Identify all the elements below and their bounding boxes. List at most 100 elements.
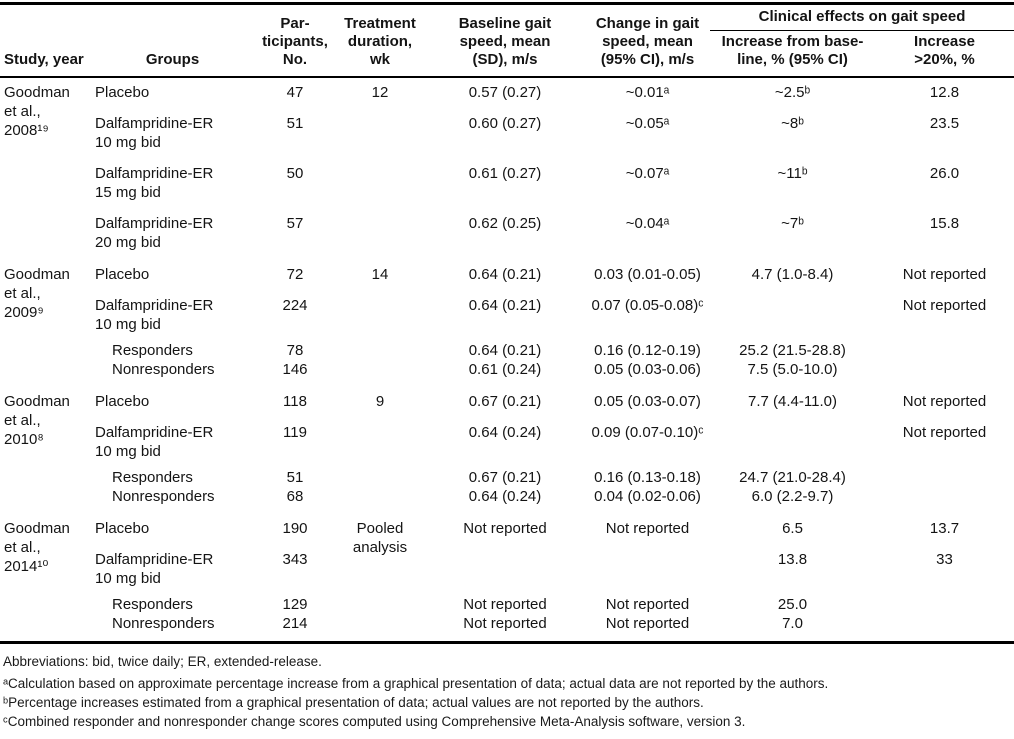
inc-cell: ~2.5ᵇ xyxy=(774,84,811,101)
n-cell: 343 xyxy=(282,551,308,568)
n-cell: 224 xyxy=(282,297,308,314)
table-row: Responders 129 Not reported Not reported 25.… xyxy=(0,595,1014,614)
inc20-cell xyxy=(875,614,1014,643)
table-row: Dalfampridine-ER 10 mg bid 119 0.64 (0.24)… xyxy=(0,418,1014,468)
baseline-cell: 0.64 (0.21) xyxy=(468,342,542,359)
header-groups: Groups xyxy=(145,51,200,68)
duration-cell xyxy=(335,341,425,360)
table-row: Goodman et al., 2010⁸ Placebo 118 9 0.67 (0.… xyxy=(0,387,1014,448)
inc-cell: ~11ᵇ xyxy=(777,165,808,182)
duration-cell: 14 xyxy=(371,266,389,283)
group-cell: Dalfampridine-ER 10 mg bid xyxy=(95,551,214,587)
inc20-cell xyxy=(875,487,1014,514)
inc-cell: 6.5 xyxy=(782,520,803,537)
inc-cell xyxy=(710,291,875,341)
table-row: Goodman et al., 2009⁹ Placebo 72 14 0.64 (0.… xyxy=(0,260,1014,321)
group-cell: Nonresponders xyxy=(112,361,215,378)
group-cell: Responders xyxy=(112,596,193,613)
group-cell: Placebo xyxy=(95,84,150,101)
n-cell: 78 xyxy=(286,342,304,359)
inc-cell: ~7ᵇ xyxy=(781,215,804,232)
change-cell: Not reported xyxy=(605,615,690,632)
group-cell: Dalfampridine-ER 20 mg bid xyxy=(95,215,214,251)
table-row: Responders 78 0.64 (0.21) 0.16 (0.12-0.19) 2… xyxy=(0,341,1014,360)
duration-cell: Pooled analysis xyxy=(352,520,408,556)
results-table: Study, year Groups Par- ticipants, No. T… xyxy=(0,2,1014,644)
change-cell: 0.05 (0.03-0.06) xyxy=(594,361,701,378)
n-cell: 50 xyxy=(286,165,304,182)
inc20-cell xyxy=(875,341,1014,360)
change-cell: 0.16 (0.12-0.19) xyxy=(594,342,701,359)
n-cell: 214 xyxy=(282,615,308,632)
table-row: Responders 51 0.67 (0.21) 0.16 (0.13-0.18) 2… xyxy=(0,468,1014,487)
group-cell: Placebo xyxy=(95,266,150,283)
study-section: Goodman et al., 2014¹⁰ Placebo 190 Pooled a… xyxy=(0,514,1014,643)
inc-cell: 7.5 (5.0-10.0) xyxy=(747,361,838,378)
header-clinical-effects-spanner: Clinical effects on gait speed xyxy=(710,3,1014,31)
inc-cell xyxy=(710,418,875,468)
table-row: Dalfampridine-ER 10 mg bid 224 0.64 (0.21)… xyxy=(0,291,1014,341)
change-cell: 0.16 (0.13-0.18) xyxy=(594,469,701,486)
change-cell: 0.03 (0.01-0.05) xyxy=(594,266,701,283)
duration-cell xyxy=(335,109,425,159)
change-cell: 0.05 (0.03-0.07) xyxy=(594,393,701,410)
change-cell: 0.09 (0.07-0.10)ᶜ xyxy=(591,424,704,441)
group-cell: Responders xyxy=(112,469,193,486)
baseline-cell: Not reported xyxy=(463,520,547,537)
duration-cell xyxy=(335,209,425,260)
n-cell: 119 xyxy=(283,424,307,441)
change-cell: Not reported xyxy=(605,596,690,613)
table-row: Goodman et al., 2008¹⁹ Placebo 47 12 0.57 (0… xyxy=(0,77,1014,139)
header-increase-gt20: Increase >20%, % xyxy=(914,33,975,68)
duration-cell xyxy=(335,291,425,341)
duration-cell xyxy=(335,418,425,468)
inc-cell: 25.2 (21.5-28.8) xyxy=(739,342,846,359)
duration-cell xyxy=(335,159,425,209)
n-cell: 190 xyxy=(282,520,308,537)
duration-cell: 12 xyxy=(371,84,389,101)
n-cell: 72 xyxy=(286,266,304,283)
table-row: Nonresponders 214 Not reported Not reported… xyxy=(0,614,1014,643)
baseline-cell: 0.67 (0.21) xyxy=(468,469,542,486)
table-row: Dalfampridine-ER 20 mg bid 57 0.62 (0.25) ~… xyxy=(0,209,1014,260)
inc-cell: ~8ᵇ xyxy=(781,115,804,132)
baseline-cell: 0.57 (0.27) xyxy=(468,84,542,101)
baseline-cell: Not reported xyxy=(463,615,547,632)
table-row: Dalfampridine-ER 15 mg bid 50 0.61 (0.27) ~… xyxy=(0,159,1014,209)
n-cell: 68 xyxy=(286,488,304,505)
inc-cell: 24.7 (21.0-28.4) xyxy=(739,469,846,486)
header-participants: Par- ticipants, No. xyxy=(262,15,328,68)
footnotes: Abbreviations: bid, twice daily; ER, ext… xyxy=(0,644,1014,731)
group-cell: Dalfampridine-ER 15 mg bid xyxy=(95,165,214,201)
baseline-cell: 0.61 (0.27) xyxy=(468,165,542,182)
duration-cell: 9 xyxy=(375,393,385,410)
n-cell: 57 xyxy=(286,215,304,232)
footnote-c: ᶜCombined responder and nonresponder cha… xyxy=(3,714,746,729)
inc-cell: 25.0 xyxy=(777,596,808,613)
inc20-cell: Not reported xyxy=(902,266,987,283)
inc20-cell: Not reported xyxy=(902,393,987,410)
inc-cell: 7.0 xyxy=(782,615,803,632)
baseline-cell: 0.60 (0.27) xyxy=(468,115,542,132)
footnote-b: ᵇPercentage increases estimated from a g… xyxy=(3,695,704,710)
group-cell: Dalfampridine-ER 10 mg bid xyxy=(95,115,214,151)
group-cell: Nonresponders xyxy=(112,615,215,632)
group-cell: Placebo xyxy=(95,393,150,410)
table-row: Nonresponders 146 0.61 (0.24) 0.05 (0.03-0.… xyxy=(0,360,1014,387)
study-year-cell: Goodman et al., 2010⁸ xyxy=(4,393,70,448)
table-row: Nonresponders 68 0.64 (0.24) 0.04 (0.02-0.0… xyxy=(0,487,1014,514)
inc20-cell: 12.8 xyxy=(929,84,960,101)
inc20-cell: 23.5 xyxy=(929,115,960,132)
header-study-year: Study, year xyxy=(4,51,84,68)
change-cell: 0.07 (0.05-0.08)ᶜ xyxy=(591,297,704,314)
footnote-a: ᵃCalculation based on approximate percen… xyxy=(3,676,829,691)
inc20-cell: 33 xyxy=(936,551,953,568)
study-year-cell: Goodman et al., 2014¹⁰ xyxy=(4,520,70,575)
baseline-cell: 0.64 (0.24) xyxy=(468,424,542,441)
header-change-gait-speed: Change in gait speed, mean (95% CI), m/s xyxy=(595,15,700,68)
duration-cell xyxy=(335,614,425,643)
inc20-cell xyxy=(875,360,1014,387)
change-cell: ~0.07ᵃ xyxy=(625,165,670,182)
inc20-cell: Not reported xyxy=(902,424,987,441)
